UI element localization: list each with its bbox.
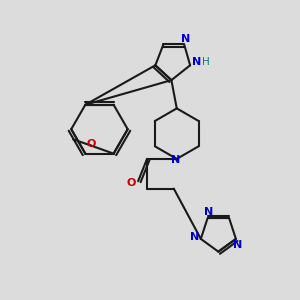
- Text: N: N: [204, 207, 214, 218]
- Text: N: N: [192, 57, 201, 67]
- Text: N: N: [190, 232, 200, 242]
- Text: N: N: [171, 155, 180, 165]
- Text: O: O: [87, 139, 96, 149]
- Text: N: N: [233, 240, 242, 250]
- Text: H: H: [202, 57, 209, 67]
- Text: N: N: [181, 34, 190, 44]
- Text: O: O: [127, 178, 136, 188]
